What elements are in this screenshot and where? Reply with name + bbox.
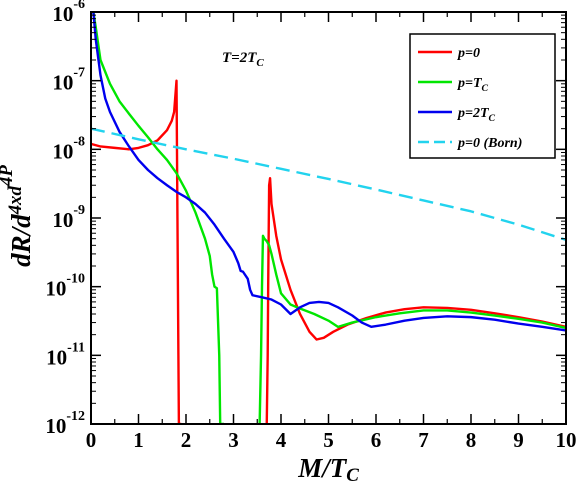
y-tick-label: 10-11 — [46, 340, 85, 369]
y-tick-label: 10-9 — [52, 203, 85, 232]
series-line-2 — [92, 12, 566, 332]
x-tick-label: 8 — [466, 428, 477, 452]
series-line-3 — [91, 127, 566, 242]
x-tick-label: 3 — [228, 428, 239, 452]
y-tick-label: 10-7 — [52, 66, 85, 95]
series-layer — [91, 12, 566, 424]
legend-item: p=0 (Born) — [418, 136, 522, 151]
x-tick-label: 4 — [276, 428, 287, 452]
x-tick-label: 0 — [86, 428, 97, 452]
series-line-1 — [92, 12, 566, 424]
x-tick-label: 2 — [181, 428, 192, 452]
legend: p=0 p=TC p=2TC p=0 (Born) — [409, 33, 556, 159]
ticks-layer: 0 1 2 3 4 5 6 7 8 9 10 10-12 10-11 10-10 10-9 10-8 10-7 1… — [45, 0, 576, 452]
y-axis-title: dR/d4xd4P — [0, 165, 36, 267]
legend-item: p=2TC — [418, 106, 496, 124]
x-tick-label: 1 — [133, 428, 144, 452]
x-axis-title: M/TC — [297, 453, 359, 486]
y-tick-label: 10-12 — [45, 409, 85, 438]
legend-label: p=2TC — [457, 106, 496, 124]
legend-label: p=0 (Born) — [457, 136, 522, 151]
x-tick-label: 10 — [556, 428, 577, 452]
legend-item: p=0 — [418, 46, 480, 61]
x-tick-label: 7 — [418, 428, 429, 452]
y-tick-label: 10-10 — [45, 272, 85, 301]
legend-label: p=0 — [457, 46, 480, 61]
y-tick-label: 10-6 — [52, 0, 85, 26]
legend-box — [409, 33, 556, 159]
legend-label: p=TC — [457, 76, 489, 94]
x-tick-label: 6 — [371, 428, 382, 452]
temperature-annotation: T=2TC — [222, 50, 264, 69]
y-tick-label: 10-8 — [52, 134, 85, 163]
x-tick-label: 9 — [513, 428, 524, 452]
legend-items: p=0 p=TC p=2TC p=0 (Born) — [418, 46, 522, 151]
series-line-0 — [91, 79, 566, 424]
x-tick-label: 5 — [323, 428, 334, 452]
legend-item: p=TC — [418, 76, 489, 94]
